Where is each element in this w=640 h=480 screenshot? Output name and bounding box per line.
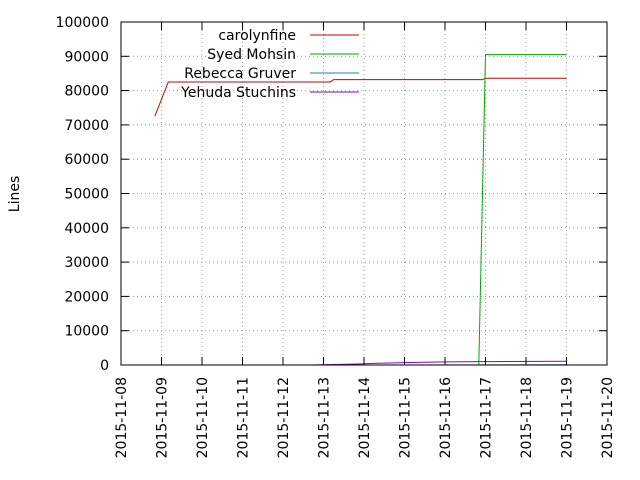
x-tick-label: 2015-11-14 [357,377,373,458]
x-tick-label: 2015-11-17 [479,377,495,458]
x-tick-label: 2015-11-18 [519,377,535,458]
x-tick-label: 2015-11-12 [276,377,292,458]
x-tick-label: 2015-11-10 [195,377,211,458]
y-axis-title: Lines [7,176,23,212]
x-tick-label: 2015-11-09 [155,377,171,458]
x-tick-label: 2015-11-19 [560,377,576,458]
x-tick-label: 2015-11-13 [317,377,333,458]
y-tick-label: 90000 [64,49,109,65]
x-tick-labels: 2015-11-08 2015-11-09 2015-11-10 2015-11-11… [114,377,616,458]
y-tick-label: 100000 [56,15,109,31]
x-tick-label: 2015-11-08 [114,377,130,458]
y-tick-label: 20000 [64,289,109,305]
x-tick-label: 2015-11-11 [236,377,252,458]
y-tick-label: 10000 [64,324,109,340]
series-lines [154,54,567,366]
series-line-carolynfine [154,77,567,117]
y-tick-label: 50000 [64,187,109,203]
legend-label: Syed Mohsin [207,47,296,63]
y-tick-label: 70000 [64,118,109,134]
y-tick-label: 60000 [64,152,109,168]
y-tick-label: 80000 [64,84,109,100]
legend-label: carolynfine [218,28,296,44]
x-tick-label: 2015-11-20 [600,377,616,458]
legend: carolynfine Syed Mohsin Rebecca Gruver Yehu… [180,28,359,101]
y-tick-label: 40000 [64,221,109,237]
grid-lines [121,22,607,365]
x-tick-label: 2015-11-16 [438,377,454,458]
x-tick-label: 2015-11-15 [398,377,414,458]
y-tick-label: 0 [100,358,109,374]
series-line-syed-mohsin [478,54,567,366]
axis-ticks [120,21,608,366]
legend-label: Yehuda Stuchins [180,85,296,101]
y-tick-labels: 0 10000 20000 30000 40000 50000 60000 70000 8000… [56,15,109,374]
legend-label: Rebecca Gruver [184,66,296,82]
y-tick-label: 30000 [64,255,109,271]
